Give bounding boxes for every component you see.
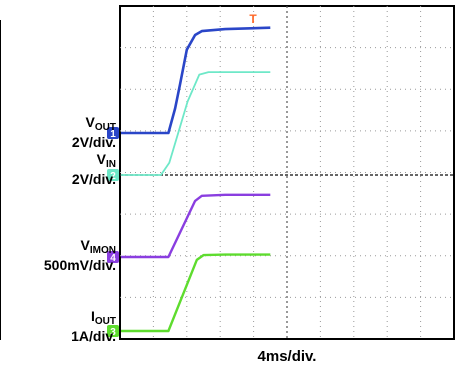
channel-marker-vout: 1 (107, 127, 119, 140)
vout-label: VOUT 2V/div. (71, 114, 116, 150)
vimon-scale: 500mV/div. (43, 257, 116, 273)
trace-vimon (121, 193, 271, 259)
trace-vout (121, 26, 271, 135)
svg-text:3: 3 (110, 327, 116, 338)
iout-label: IOUT 1A/div. (71, 308, 116, 344)
svg-text:1: 1 (110, 129, 116, 140)
svg-text:4: 4 (110, 253, 116, 264)
vimon-label: VIMON 500mV/div. (43, 237, 116, 273)
vin-scale: 2V/div. (71, 171, 116, 187)
vout-scale: 2V/div. (71, 134, 116, 150)
channel-marker-vin: 2 (107, 169, 119, 182)
trace-iout (121, 253, 271, 333)
x-axis-label: 4ms/div. (257, 348, 317, 365)
channel-marker-vimon: 4 (107, 251, 119, 264)
trigger-marker: T (249, 12, 257, 26)
vin-label: VIN 2V/div. (71, 151, 116, 187)
left-rule (0, 20, 1, 340)
trace-vin (121, 71, 271, 176)
channel-markers: 1 2 4 3 (107, 127, 119, 338)
traces (121, 26, 271, 333)
channel-marker-iout: 3 (107, 325, 119, 338)
grid: T (120, 6, 454, 339)
svg-text:2: 2 (110, 171, 116, 182)
iout-scale: 1A/div. (71, 328, 116, 344)
